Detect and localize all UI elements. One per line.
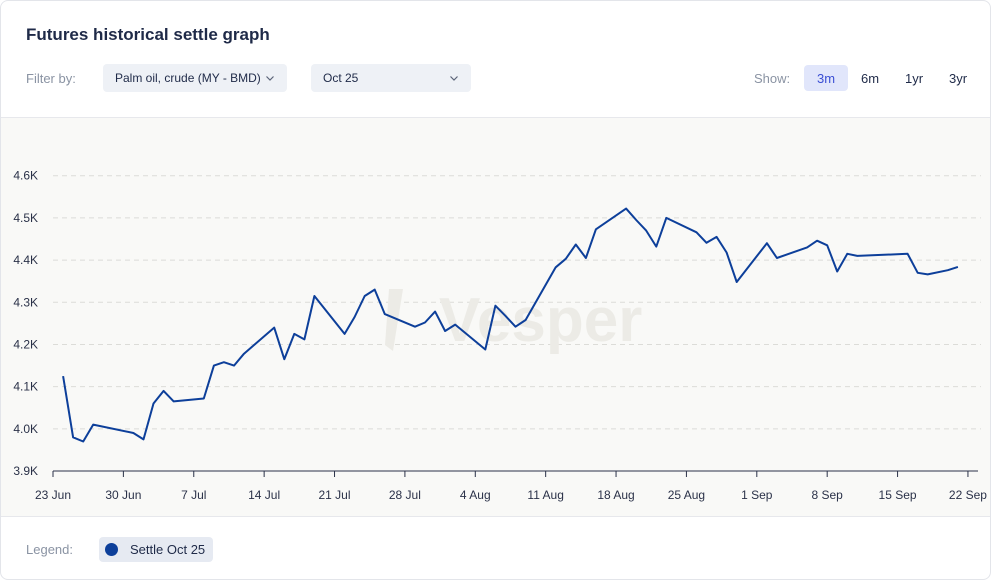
range-6m-button[interactable]: 6m	[860, 70, 880, 86]
filter-label: Filter by:	[26, 71, 76, 86]
x-tick-label: 4 Aug	[460, 488, 491, 502]
y-tick-label: 4.3K	[13, 295, 38, 309]
x-tick-label: 1 Sep	[741, 488, 773, 502]
x-tick-label: 22 Sep	[949, 488, 987, 502]
legend-item-label: Settle Oct 25	[130, 542, 206, 557]
legend-label: Legend:	[26, 542, 73, 557]
y-tick-label: 3.9K	[13, 464, 38, 478]
range-3m-button[interactable]: 3m	[804, 65, 848, 91]
legend-item-settle[interactable]: Settle Oct 25	[99, 537, 214, 562]
x-tick-label: 11 Aug	[527, 488, 563, 502]
commodity-select-value: Palm oil, crude (MY - BMD)	[115, 71, 261, 85]
x-tick-label: 14 Jul	[248, 488, 280, 502]
contract-select-value: Oct 25	[323, 71, 359, 85]
chart-area	[1, 117, 990, 517]
x-tick-label: 8 Sep	[812, 488, 844, 502]
show-label: Show:	[754, 71, 791, 86]
x-tick-label: 30 Jun	[105, 488, 141, 502]
x-tick-label: 18 Aug	[597, 488, 634, 502]
range-3yr-button[interactable]: 3yr	[948, 70, 968, 86]
svg-text:Vesper: Vesper	[439, 286, 642, 355]
x-tick-label: 7 Jul	[181, 488, 206, 502]
commodity-select[interactable]: Palm oil, crude (MY - BMD)	[103, 64, 287, 92]
x-tick-label: 21 Jul	[319, 488, 351, 502]
range-1yr-button[interactable]: 1yr	[904, 70, 924, 86]
x-tick-label: 28 Jul	[389, 488, 421, 502]
y-tick-label: 4.4K	[13, 253, 38, 267]
chevron-down-icon	[266, 76, 274, 81]
vesper-watermark: Vesper	[385, 286, 642, 355]
y-tick-label: 4.5K	[13, 211, 38, 225]
y-tick-label: 4.0K	[13, 422, 38, 436]
y-tick-label: 4.2K	[13, 337, 38, 351]
page-title: Futures historical settle graph	[26, 25, 270, 44]
x-tick-label: 23 Jun	[35, 488, 71, 502]
legend-dot	[105, 543, 118, 556]
y-tick-label: 4.6K	[13, 169, 38, 183]
settle-line-chart: Vesper 3.9K4.0K4.1K4.2K4.3K4.4K4.5K4.6K …	[13, 169, 987, 502]
chevron-down-icon	[450, 76, 458, 81]
x-tick-label: 15 Sep	[879, 488, 917, 502]
y-tick-label: 4.1K	[13, 380, 38, 394]
contract-select[interactable]: Oct 25	[311, 64, 471, 92]
x-tick-label: 25 Aug	[668, 488, 705, 502]
series-line-settle-oct-25[interactable]	[62, 207, 959, 443]
